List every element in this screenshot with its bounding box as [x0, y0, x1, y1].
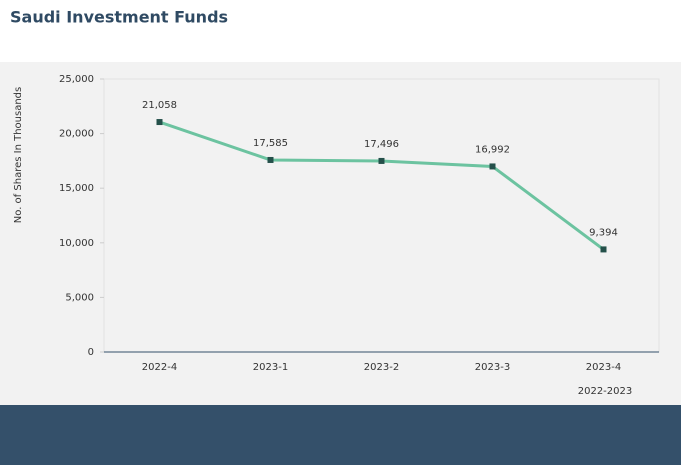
x-tick-label: 2023-1	[253, 362, 288, 373]
marker	[156, 119, 163, 126]
marker	[378, 157, 385, 164]
y-axis-label: No. of Shares In Thousands	[13, 87, 24, 223]
y-tick-label: 5,000	[65, 292, 94, 303]
y-tick-label: 20,000	[59, 129, 94, 140]
chart-panel	[0, 62, 681, 405]
data-label: 16,992	[475, 144, 510, 155]
x-tick-label: 2023-2	[364, 362, 399, 373]
data-label: 17,585	[253, 138, 288, 149]
y-tick-label: 25,000	[59, 74, 94, 85]
data-label: 21,058	[142, 100, 177, 111]
x-tick-label: 2022-4	[142, 362, 177, 373]
marker	[600, 246, 607, 253]
y-tick-label: 0	[88, 347, 94, 358]
chart-title: Saudi Investment Funds	[10, 8, 228, 27]
marker	[267, 156, 274, 163]
y-tick-label: 10,000	[59, 238, 94, 249]
data-label: 17,496	[364, 139, 399, 150]
footer-band	[0, 405, 681, 465]
y-tick-label: 15,000	[59, 183, 94, 194]
x-tick-label: 2023-3	[475, 362, 510, 373]
x-axis-label: 2022-2023	[578, 386, 633, 397]
x-tick-label: 2023-4	[586, 362, 621, 373]
data-label: 9,394	[589, 227, 618, 238]
marker	[489, 163, 496, 170]
